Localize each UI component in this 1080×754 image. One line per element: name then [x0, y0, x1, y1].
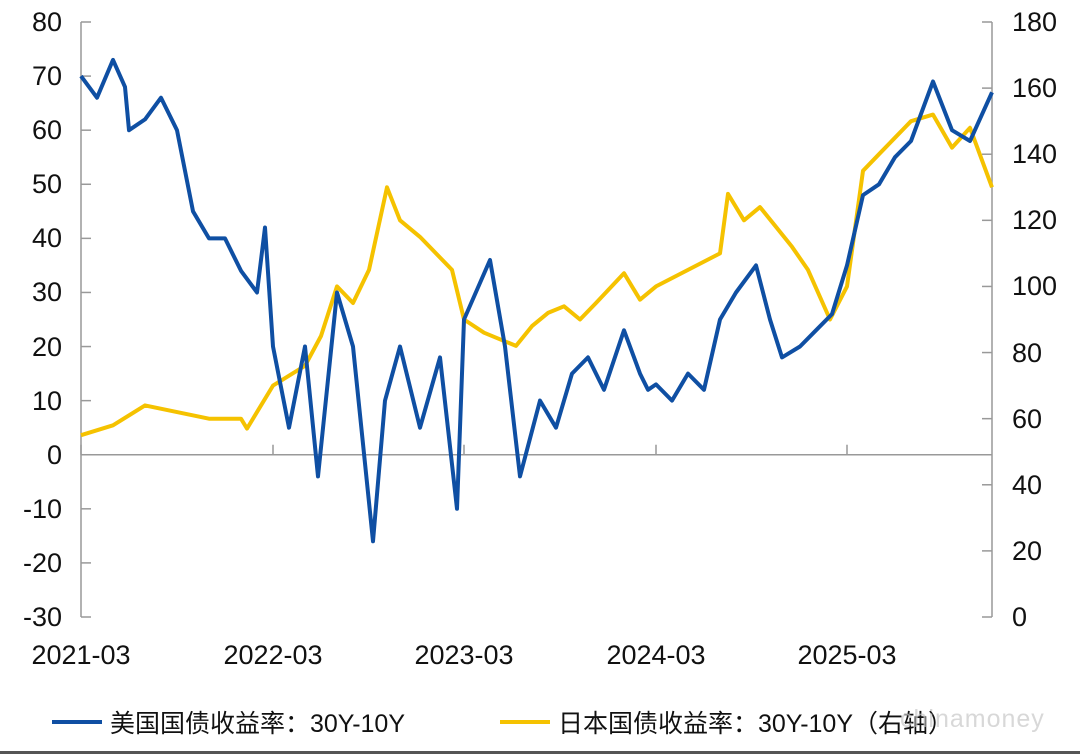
left-tick-label: -20	[22, 547, 62, 578]
left-tick-label: 70	[31, 61, 62, 92]
x-tick-label: 2021-03	[31, 640, 131, 670]
x-tick-label: 2025-03	[797, 640, 897, 670]
us-series-line	[79, 57, 994, 544]
axes	[80, 21, 993, 618]
right-tick-label: 80	[1012, 337, 1043, 368]
right-tick-label: 40	[1012, 469, 1043, 500]
japan-series-line	[80, 112, 994, 438]
right-tick-label: 180	[1012, 7, 1058, 37]
right-tick-label: 140	[1012, 139, 1058, 170]
legend: 美国国债收益率：30Y-10Y 日本国债收益率：30Y-10Y（右轴）	[0, 704, 1080, 744]
left-tick-label: -10	[22, 493, 62, 524]
right-tick-label: 0	[1012, 602, 1028, 632]
right-tick-label: 120	[1012, 205, 1058, 236]
left-tick-label: 20	[31, 331, 62, 362]
x-tick-label: 2022-03	[223, 640, 323, 670]
right-tick-label: 60	[1012, 403, 1043, 434]
legend-item-us: 美国国债收益率：30Y-10Y	[52, 704, 405, 740]
chart-plot-area	[79, 21, 994, 618]
legend-label-japan: 日本国债收益率：30Y-10Y（右轴）	[558, 710, 953, 738]
legend-item-japan: 日本国债收益率：30Y-10Y（右轴）	[500, 704, 953, 740]
left-tick-label: 40	[31, 223, 62, 254]
right-tick-label: 20	[1012, 535, 1043, 566]
watermark: chinamoney	[900, 705, 1045, 733]
left-tick-label: 10	[31, 385, 62, 416]
left-tick-label: 50	[31, 169, 62, 200]
legend-swatch-us-icon	[52, 720, 102, 724]
right-tick-label: 160	[1012, 73, 1058, 104]
left-tick-label: 30	[31, 277, 62, 308]
right-tick-label: 100	[1012, 271, 1058, 302]
bottom-border	[0, 751, 1080, 754]
legend-swatch-japan-icon	[500, 720, 550, 724]
x-tick-label: 2023-03	[414, 640, 514, 670]
left-tick-label: 60	[31, 115, 62, 146]
series-lines	[79, 57, 994, 544]
x-tick-label: 2024-03	[606, 640, 706, 670]
left-tick-label: -30	[22, 602, 62, 632]
left-tick-label: 0	[46, 439, 62, 470]
left-tick-label: 80	[31, 7, 62, 37]
legend-label-us: 美国国债收益率：30Y-10Y	[110, 710, 405, 738]
